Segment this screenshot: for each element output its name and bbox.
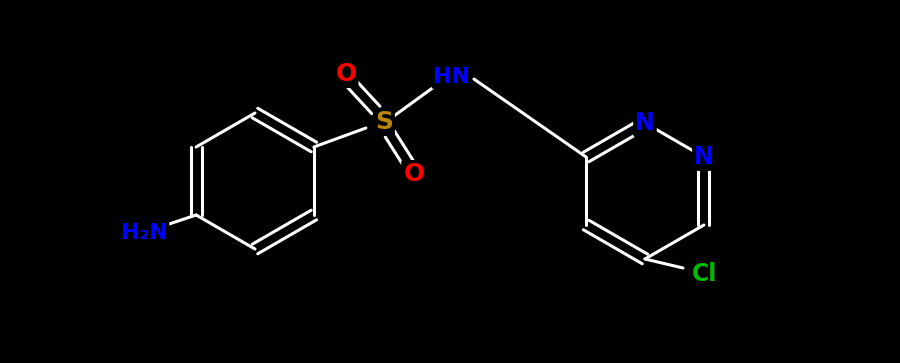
Text: Cl: Cl [692, 262, 717, 286]
Text: H₂N: H₂N [121, 223, 167, 243]
Text: O: O [336, 62, 356, 86]
Text: S: S [375, 110, 393, 134]
Text: N: N [635, 111, 655, 135]
Text: HN: HN [434, 67, 471, 87]
Text: O: O [403, 162, 425, 186]
Text: N: N [694, 145, 714, 169]
